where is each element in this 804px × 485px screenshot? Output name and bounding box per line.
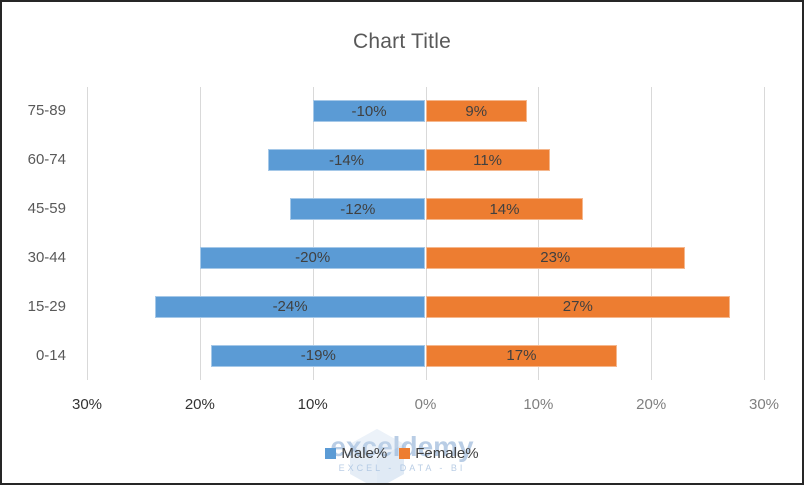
gridline xyxy=(312,87,314,380)
bar-male-0-14[interactable]: -19% xyxy=(211,344,426,367)
bar-male-15-29[interactable]: -24% xyxy=(154,295,426,318)
bar-data-label: -10% xyxy=(351,102,387,120)
bar-data-label: 11% xyxy=(473,151,503,169)
legend-label: Male% xyxy=(341,445,388,462)
legend-item-female[interactable]: Female% xyxy=(399,445,479,462)
y-category-label: 30-44 xyxy=(27,248,66,266)
bar-female-45-59[interactable]: 14% xyxy=(425,198,584,221)
bar-male-60-74[interactable]: -14% xyxy=(267,149,426,172)
bar-male-75-89[interactable]: -10% xyxy=(312,100,426,123)
bar-female-60-74[interactable]: 11% xyxy=(425,149,550,172)
legend-item-male[interactable]: Male% xyxy=(325,445,387,462)
x-tick-label: 20% xyxy=(184,396,215,413)
gridline xyxy=(87,87,88,380)
watermark-tagline: EXCEL - DATA - BI xyxy=(338,463,466,473)
y-category-label: 15-29 xyxy=(27,297,66,315)
x-tick-label: 10% xyxy=(297,396,328,413)
legend-swatch-female xyxy=(399,448,411,459)
chart-title: Chart Title xyxy=(353,30,451,53)
bar-data-label: -24% xyxy=(272,298,308,316)
bar-data-label: 9% xyxy=(465,102,488,120)
gridline xyxy=(425,87,427,380)
legend-label: Female% xyxy=(415,445,479,462)
x-tick-label: 20% xyxy=(636,396,667,413)
x-tick-label: 0% xyxy=(414,396,437,413)
bar-female-0-14[interactable]: 17% xyxy=(425,344,618,367)
bar-female-75-89[interactable]: 9% xyxy=(425,100,528,123)
bar-data-label: -19% xyxy=(300,347,336,365)
y-category-label: 60-74 xyxy=(27,151,66,169)
x-tick-label: 10% xyxy=(523,396,554,413)
bar-female-30-44[interactable]: 23% xyxy=(425,246,686,269)
bar-data-label: 23% xyxy=(540,249,571,267)
x-tick-label: 30% xyxy=(748,396,780,413)
x-tick-label: 30% xyxy=(71,396,103,413)
bar-data-label: 14% xyxy=(489,200,520,218)
bar-data-label: -14% xyxy=(328,151,365,169)
legend: Male% Female% xyxy=(2,445,802,462)
y-category-label: 45-59 xyxy=(27,200,66,218)
bar-data-label: 27% xyxy=(562,298,593,316)
gridline xyxy=(199,87,201,380)
bar-female-15-29[interactable]: 27% xyxy=(425,295,731,318)
gridline xyxy=(651,87,653,380)
bar-data-label: -12% xyxy=(340,200,376,218)
gridline xyxy=(764,87,765,380)
bar-male-45-59[interactable]: -12% xyxy=(290,198,426,221)
gridline xyxy=(538,87,540,380)
y-category-label: 0-14 xyxy=(35,346,66,364)
bar-data-label: -20% xyxy=(295,249,331,267)
bar-data-label: 17% xyxy=(506,347,537,365)
bar-male-30-44[interactable]: -20% xyxy=(199,246,426,269)
y-category-label: 75-89 xyxy=(27,102,66,120)
legend-swatch-male xyxy=(325,448,337,459)
